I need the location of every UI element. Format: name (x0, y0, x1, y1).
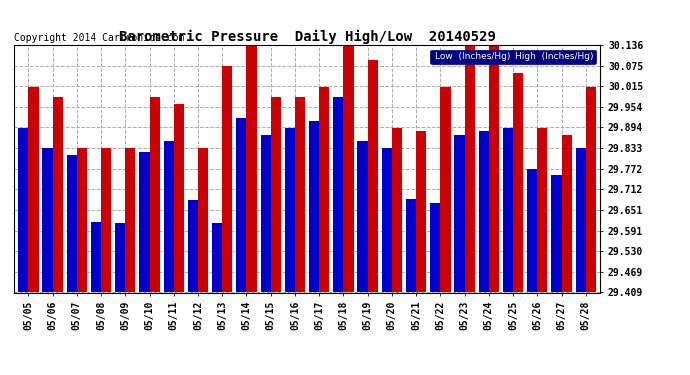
Bar (562, 135, 572, 292)
Bar (164, 141, 174, 292)
Bar (188, 200, 198, 292)
Bar (586, 87, 596, 292)
Bar (440, 87, 451, 292)
Bar (270, 97, 281, 292)
Bar (115, 223, 126, 292)
Bar (198, 148, 208, 292)
Bar (101, 148, 111, 292)
Bar (319, 87, 329, 292)
Bar (309, 121, 319, 292)
Bar (236, 117, 246, 292)
Text: Copyright 2014 Cartronics.com: Copyright 2014 Cartronics.com (14, 33, 184, 42)
Bar (513, 73, 523, 292)
Bar (139, 152, 150, 292)
Bar (406, 199, 416, 292)
Bar (551, 176, 562, 292)
Bar (174, 104, 184, 292)
Bar (67, 155, 77, 292)
Bar (538, 128, 547, 292)
Bar (285, 128, 295, 292)
Bar (575, 148, 586, 292)
Bar (150, 97, 159, 292)
Bar (222, 66, 233, 292)
Title: Barometric Pressure  Daily High/Low  20140529: Barometric Pressure Daily High/Low 20140… (119, 30, 495, 44)
Bar (392, 128, 402, 292)
Bar (295, 97, 305, 292)
Bar (430, 202, 440, 292)
Bar (42, 148, 52, 292)
Bar (416, 131, 426, 292)
Bar (91, 222, 101, 292)
Bar (368, 60, 378, 292)
Bar (489, 46, 499, 292)
Bar (126, 148, 135, 292)
Bar (527, 169, 538, 292)
Bar (333, 97, 344, 292)
Bar (357, 141, 368, 292)
Bar (261, 135, 270, 292)
Legend: Low  (Inches/Hg), High  (Inches/Hg): Low (Inches/Hg), High (Inches/Hg) (430, 50, 595, 64)
Bar (344, 46, 353, 292)
Bar (18, 128, 28, 292)
Bar (464, 46, 475, 292)
Bar (455, 135, 464, 292)
Bar (246, 46, 257, 292)
Bar (77, 148, 87, 292)
Bar (28, 87, 39, 292)
Bar (52, 97, 63, 292)
Bar (212, 223, 222, 292)
Bar (382, 148, 392, 292)
Bar (503, 128, 513, 292)
Bar (479, 131, 489, 292)
